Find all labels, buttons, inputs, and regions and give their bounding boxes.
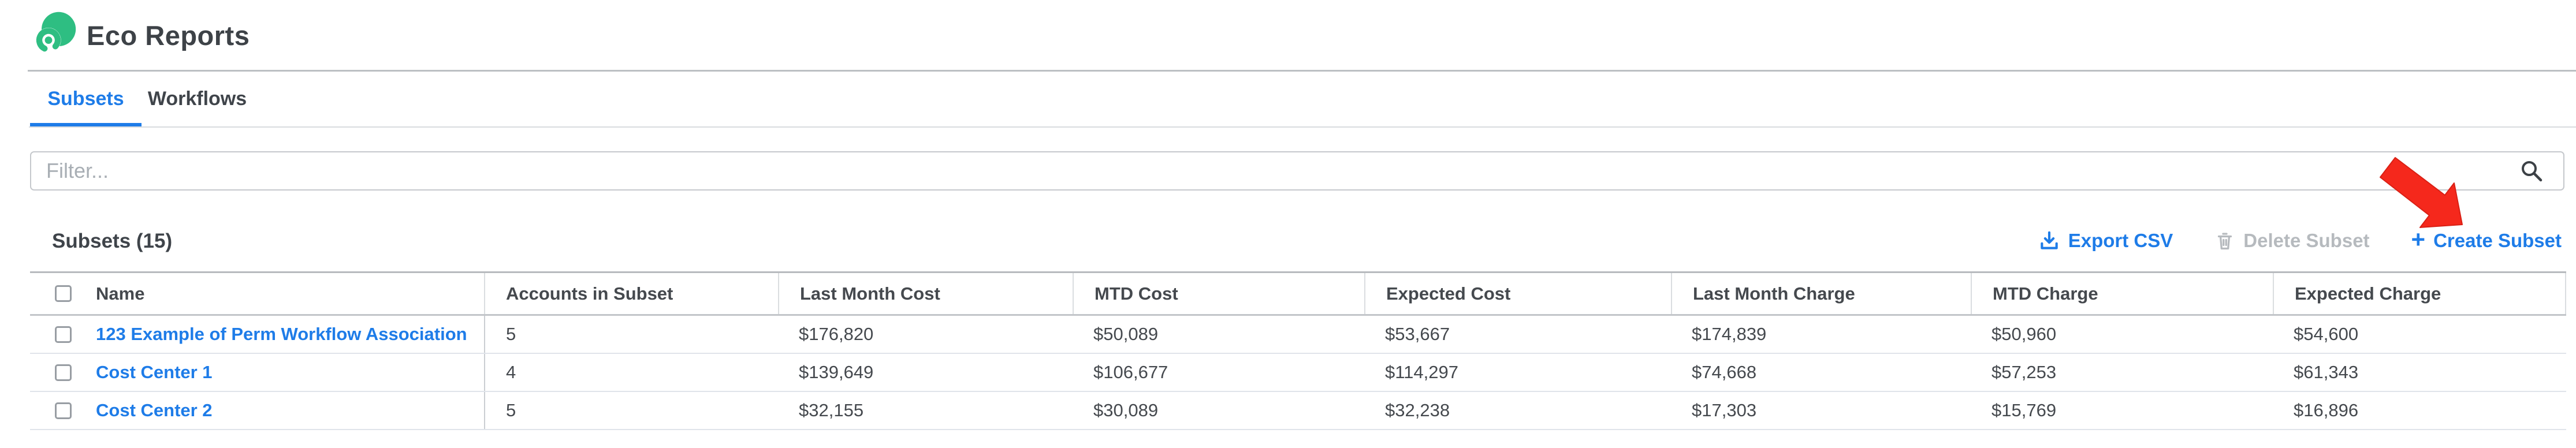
header-cell-name: Name (30, 273, 484, 314)
tab-workflows-label: Workflows (147, 88, 247, 110)
subset-name-link[interactable]: Cost Center 1 (96, 362, 213, 382)
tab-workflows[interactable]: Workflows (142, 72, 253, 126)
cell-expected-cost: $32,238 (1385, 400, 1450, 420)
row-checkbox[interactable] (55, 364, 72, 381)
header-divider (28, 70, 2576, 72)
tabs-divider (29, 126, 2576, 128)
header-cell-last-month-cost: Last Month Cost (778, 273, 1073, 314)
cell-expected-charge: $61,343 (2294, 362, 2359, 382)
subsets-count-heading: Subsets (15) (52, 230, 173, 252)
header-cell-expected-charge: Expected Charge (2273, 273, 2566, 314)
subset-name-link[interactable]: Cost Center 2 (96, 400, 213, 420)
plus-icon: + (2411, 226, 2426, 253)
cell-mtd-charge: $57,253 (1991, 362, 2057, 382)
row-checkbox[interactable] (55, 326, 72, 343)
cell-expected-charge: $16,896 (2294, 400, 2359, 420)
header-cell-accounts: Accounts in Subset (484, 273, 778, 314)
header-cell-mtd-charge: MTD Charge (1971, 273, 2273, 314)
create-subset-label: Create Subset (2433, 230, 2562, 251)
cell-accounts: 4 (484, 354, 778, 391)
trash-icon (2218, 233, 2232, 250)
brand-logo-icon (36, 12, 76, 53)
app-header: Eco Reports (0, 0, 2576, 70)
cell-last-month-cost: $32,155 (799, 400, 864, 420)
cell-last-month-cost: $176,820 (799, 324, 874, 344)
cell-expected-charge: $54,600 (2294, 324, 2359, 344)
cell-mtd-cost: $30,089 (1093, 400, 1159, 420)
tab-bar: Subsets Workflows (30, 72, 253, 126)
column-label-name: Name (96, 283, 145, 304)
cell-last-month-charge: $17,303 (1692, 400, 1757, 420)
actions-toolbar: Export CSV Delete Subset + Create Subset (2038, 226, 2562, 253)
row-checkbox[interactable] (55, 402, 72, 419)
filter-bar (30, 151, 2564, 191)
download-icon (2041, 231, 2058, 249)
export-csv-button[interactable]: Export CSV (2038, 230, 2173, 252)
cell-accounts: 5 (484, 392, 778, 429)
delete-subset-label: Delete Subset (2243, 230, 2370, 251)
cell-mtd-charge: $15,769 (1991, 400, 2057, 420)
subset-name-link[interactable]: 123 Example of Perm Workflow Association (96, 324, 467, 344)
table-header-row: Name Accounts in Subset Last Month Cost … (30, 271, 2566, 316)
delete-subset-button[interactable]: Delete Subset (2214, 230, 2370, 252)
header-cell-last-month-charge: Last Month Charge (1671, 273, 1971, 314)
cell-accounts: 5 (484, 316, 778, 353)
header-cell-expected-cost: Expected Cost (1364, 273, 1671, 314)
cell-name: 123 Example of Perm Workflow Association (30, 316, 484, 353)
cell-last-month-charge: $74,668 (1692, 362, 1757, 382)
page-title: Eco Reports (87, 20, 250, 51)
header-cell-mtd-cost: MTD Cost (1073, 273, 1364, 314)
cell-last-month-charge: $174,839 (1692, 324, 1767, 344)
cell-mtd-cost: $106,677 (1093, 362, 1168, 382)
filter-input[interactable] (30, 151, 2564, 191)
cell-expected-cost: $114,297 (1385, 362, 1458, 382)
select-all-checkbox[interactable] (55, 285, 72, 302)
cell-expected-cost: $53,667 (1385, 324, 1450, 344)
cell-name: Cost Center 1 (30, 354, 484, 391)
export-csv-label: Export CSV (2068, 230, 2173, 251)
cell-name: Cost Center 2 (30, 392, 484, 429)
tab-subsets[interactable]: Subsets (30, 72, 142, 126)
cell-last-month-cost: $139,649 (799, 362, 874, 382)
table-row: Cost Center 1 4 $139,649 $106,677 $114,2… (30, 354, 2566, 392)
cell-mtd-cost: $50,089 (1093, 324, 1159, 344)
table-row: 123 Example of Perm Workflow Association… (30, 316, 2566, 354)
cell-mtd-charge: $50,960 (1991, 324, 2057, 344)
subsets-table: Name Accounts in Subset Last Month Cost … (30, 271, 2566, 430)
tab-subsets-label: Subsets (47, 88, 124, 110)
create-subset-button[interactable]: + Create Subset (2411, 226, 2562, 253)
table-row: Cost Center 2 5 $32,155 $30,089 $32,238 … (30, 392, 2566, 430)
search-icon[interactable] (2519, 159, 2544, 183)
